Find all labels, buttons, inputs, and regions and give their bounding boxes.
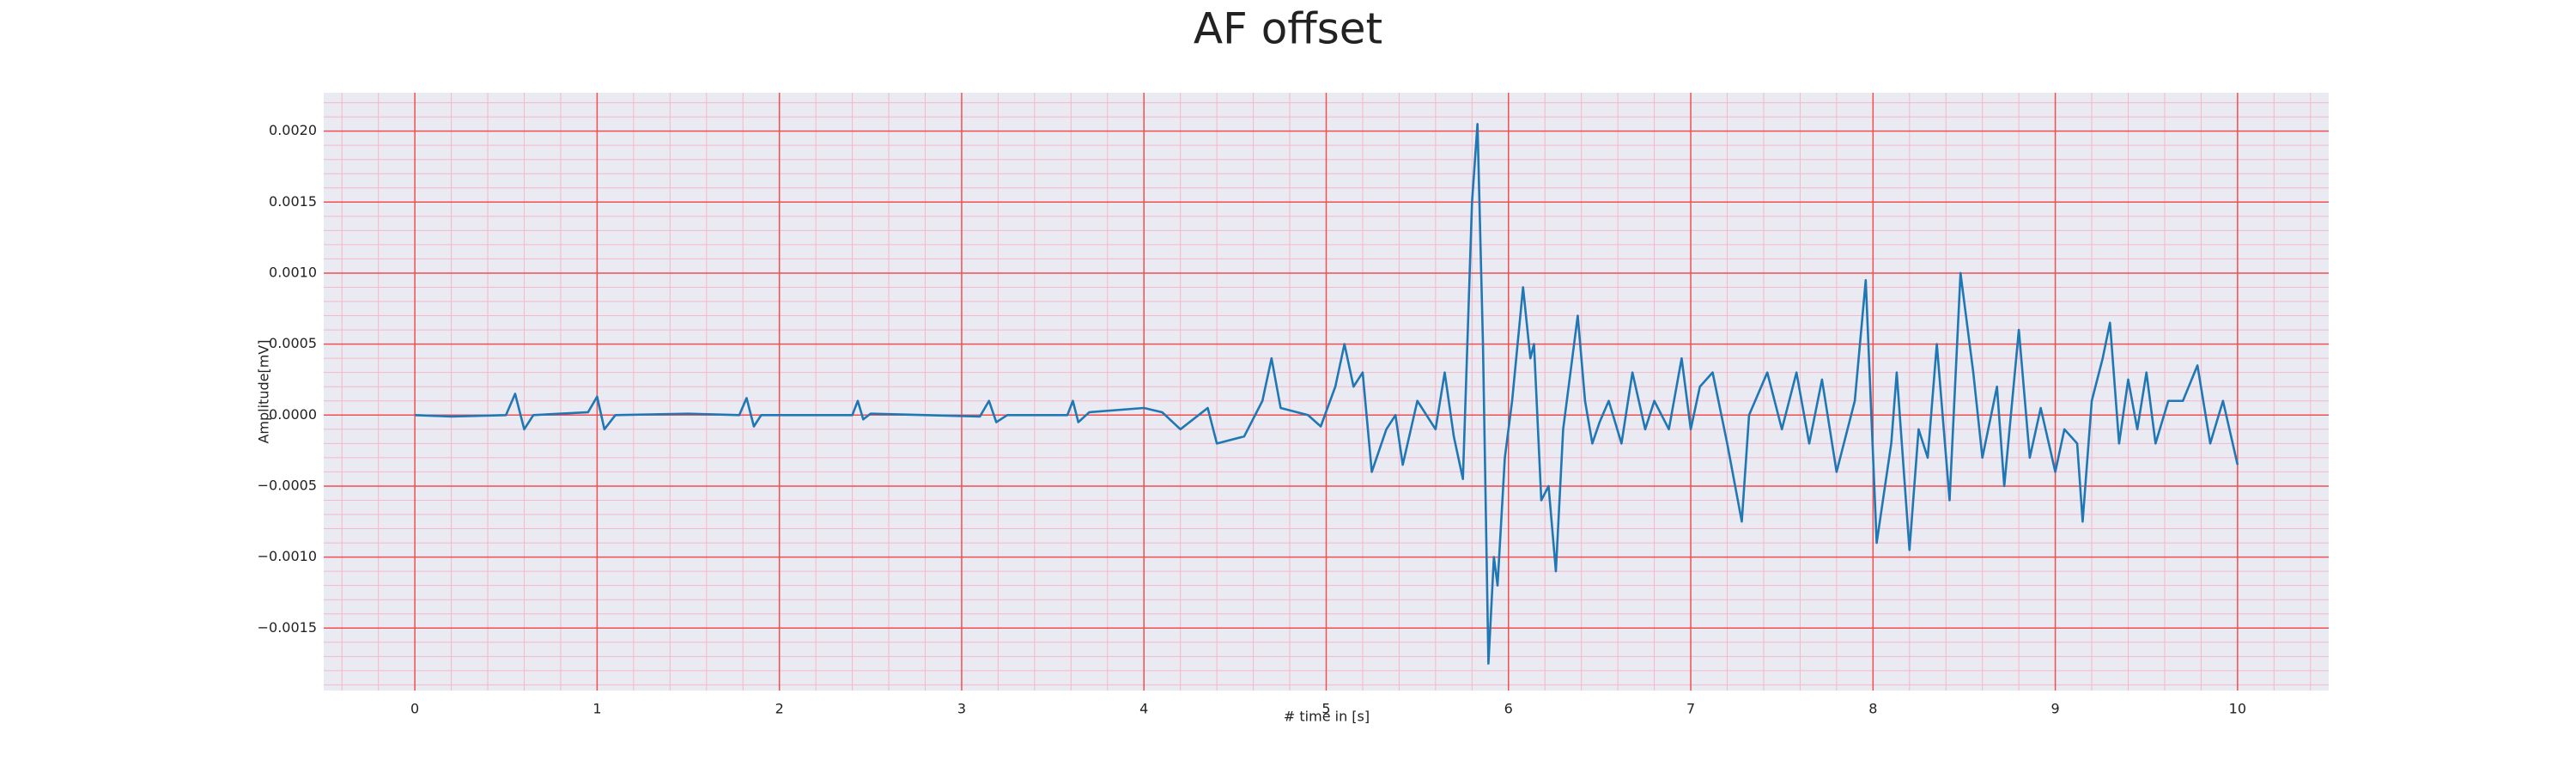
x-tick-label: 4 bbox=[1139, 701, 1148, 717]
x-axis-label: # time in [s] bbox=[1284, 709, 1370, 725]
chart-title: AF offset bbox=[1194, 4, 1382, 54]
x-tick-label: 10 bbox=[2229, 701, 2246, 717]
x-tick-label: 1 bbox=[592, 701, 601, 717]
y-tick-label: −0.0005 bbox=[258, 477, 317, 493]
y-tick-label: −0.0010 bbox=[258, 548, 317, 564]
x-tick-label: 6 bbox=[1504, 701, 1513, 717]
y-tick-label: 0.0010 bbox=[269, 264, 317, 280]
y-tick-label: −0.0015 bbox=[258, 619, 317, 636]
x-tick-label: 0 bbox=[410, 701, 419, 717]
y-tick-label: 0.0000 bbox=[269, 406, 317, 423]
y-tick-label: 0.0005 bbox=[269, 335, 317, 351]
x-tick-label: 3 bbox=[957, 701, 966, 717]
series-line bbox=[415, 123, 2239, 665]
y-axis-label: Amplitude[mV] bbox=[256, 339, 272, 443]
y-tick-label: 0.0020 bbox=[269, 122, 317, 138]
x-tick-label: 8 bbox=[1868, 701, 1877, 717]
y-tick-label: 0.0015 bbox=[269, 193, 317, 210]
x-tick-label: 2 bbox=[775, 701, 784, 717]
x-tick-label: 9 bbox=[2050, 701, 2059, 717]
x-tick-label: 7 bbox=[1686, 701, 1695, 717]
x-tick-label: 5 bbox=[1321, 701, 1330, 717]
